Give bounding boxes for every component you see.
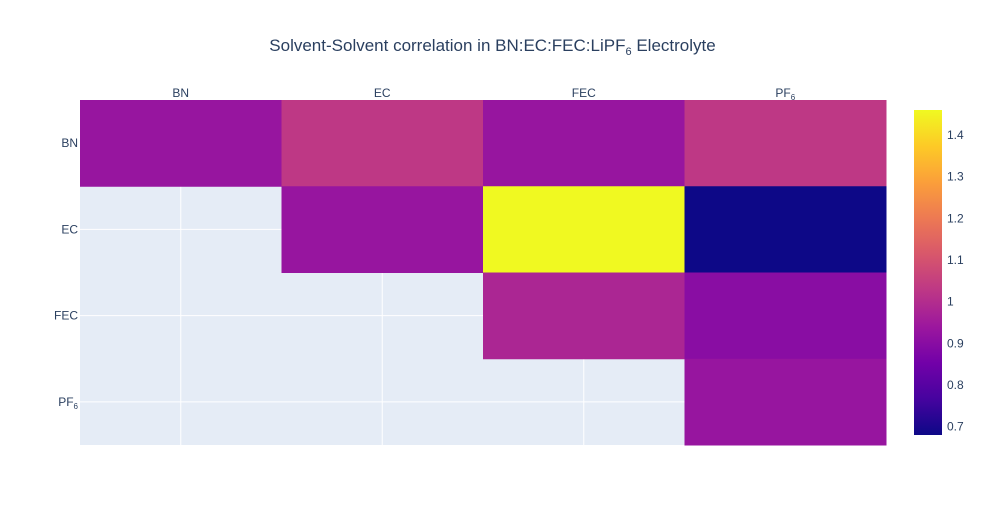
heatmap-cells — [80, 100, 887, 446]
y-tick-labels: BN EC FEC PF6 — [54, 136, 79, 411]
x-tick-label: PF6 — [775, 86, 795, 102]
heatmap-cell — [281, 100, 484, 187]
x-tick-label: EC — [374, 86, 391, 100]
x-tick-label: FEC — [572, 86, 596, 100]
y-tick-label: FEC — [54, 309, 78, 323]
y-tick-label: EC — [61, 222, 78, 236]
chart-title-subscript: 6 — [625, 46, 631, 58]
heatmap-cell — [483, 100, 685, 187]
colorbar-tick-label: 0.7 — [947, 420, 964, 434]
heatmap-cell — [80, 100, 282, 187]
heatmap-cell — [684, 272, 887, 360]
colorbar-tick-label: 1 — [947, 295, 954, 309]
heatmap-cell — [684, 358, 887, 446]
y-tick-label: PF6 — [58, 395, 78, 411]
colorbar — [914, 110, 942, 435]
heatmap-cell — [281, 186, 484, 273]
colorbar-tick-labels: 0.7 0.8 0.9 1 1.1 1.2 1.3 1.4 — [947, 128, 964, 434]
colorbar-tick-label: 0.9 — [947, 336, 964, 350]
x-tick-labels: BN EC FEC PF6 — [172, 86, 795, 102]
colorbar-tick-label: 1.3 — [947, 170, 964, 184]
y-tick-label: BN — [61, 136, 78, 150]
colorbar-tick-label: 1.2 — [947, 211, 964, 225]
x-tick-label: BN — [172, 86, 189, 100]
chart-title-suffix: Electrolyte — [632, 36, 716, 55]
heatmap-cell — [483, 272, 685, 360]
colorbar-tick-label: 1.4 — [947, 128, 964, 142]
heatmap-cell — [684, 100, 887, 187]
colorbar-tick-label: 1.1 — [947, 253, 964, 267]
colorbar-tick-label: 0.8 — [947, 378, 964, 392]
chart-title-main: Solvent-Solvent correlation in BN:EC:FEC… — [269, 36, 625, 55]
heatmap-cell — [483, 186, 685, 273]
heatmap-cell — [684, 186, 887, 273]
chart-title: Solvent-Solvent correlation in BN:EC:FEC… — [269, 36, 715, 58]
